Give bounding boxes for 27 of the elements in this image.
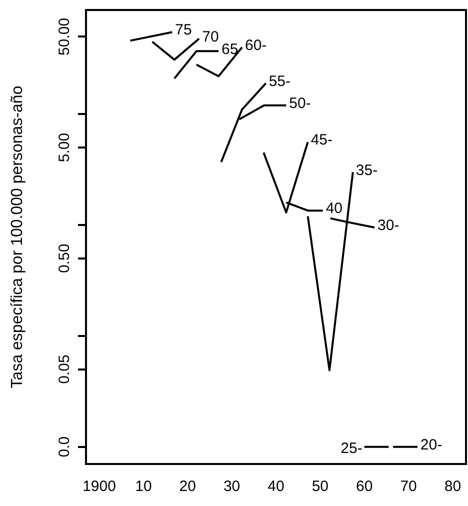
x-tick-label: 10 bbox=[135, 478, 152, 496]
x-tick-label: 40 bbox=[268, 478, 284, 496]
y-tick-label: 50.00 bbox=[56, 18, 74, 56]
x-tick-label: 60 bbox=[356, 478, 373, 496]
series-label: 70 bbox=[202, 28, 219, 46]
series-label: 65 bbox=[222, 40, 238, 58]
series-label: 30- bbox=[378, 217, 400, 234]
x-tick-label: 1900 bbox=[82, 478, 116, 496]
series-label: 35- bbox=[356, 162, 378, 179]
x-tick-label: 30 bbox=[223, 478, 240, 496]
x-tick-label: 70 bbox=[400, 478, 417, 496]
series-label: 75 bbox=[175, 22, 192, 39]
x-tick-label: 50 bbox=[312, 478, 329, 496]
y-axis-title: Tasa específica por 100.000 personas-año bbox=[9, 86, 26, 388]
y-tick-label: 0.0 bbox=[56, 436, 74, 458]
y-tick-label: 5.00 bbox=[56, 132, 74, 162]
x-tick-label: 20 bbox=[179, 478, 196, 496]
series-label: 50- bbox=[289, 95, 311, 112]
series-label: 40 bbox=[326, 200, 343, 218]
y-tick-label: 0.50 bbox=[56, 244, 74, 274]
series-label: 45- bbox=[310, 132, 332, 149]
series-label: 20- bbox=[420, 436, 442, 454]
y-tick-label: 0.05 bbox=[56, 354, 74, 384]
series-label: 25- bbox=[340, 440, 362, 457]
series-label: 60- bbox=[244, 37, 267, 54]
series-label: 55- bbox=[268, 72, 291, 90]
x-tick-label: 80 bbox=[444, 478, 462, 496]
